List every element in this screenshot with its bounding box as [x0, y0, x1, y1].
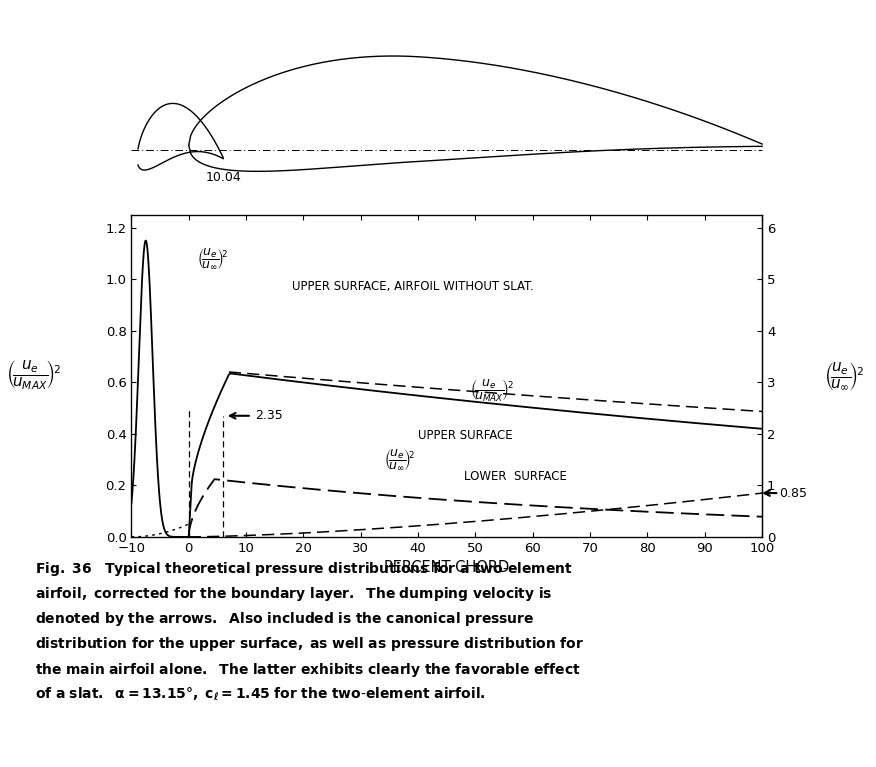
Text: 0.85: 0.85: [780, 486, 808, 499]
Text: $\left(\!\dfrac{u_e}{u_\infty}\!\right)^{\!2}$: $\left(\!\dfrac{u_e}{u_\infty}\!\right)^…: [824, 360, 864, 391]
Text: $\left(\!\dfrac{u_e}{u_\infty}\!\right)^{\!2}$: $\left(\!\dfrac{u_e}{u_\infty}\!\right)^…: [384, 447, 415, 472]
Text: LOWER  SURFACE: LOWER SURFACE: [464, 470, 567, 483]
Text: $\mathbf{Fig.\ 36}$$\mathbf{\ \ \ Typical\ theoretical\ pressure\ distributions\: $\mathbf{Fig.\ 36}$$\mathbf{\ \ \ Typica…: [35, 560, 584, 703]
Text: $\left(\!\dfrac{u_e}{u_{MAX}}\!\right)^{\!2}$: $\left(\!\dfrac{u_e}{u_{MAX}}\!\right)^{…: [6, 359, 61, 393]
Text: UPPER SURFACE: UPPER SURFACE: [418, 429, 512, 442]
X-axis label: PERCENT CHORD: PERCENT CHORD: [385, 561, 509, 575]
Text: $\left(\!\dfrac{u_e}{u_\infty}\!\right)^{\!2}$: $\left(\!\dfrac{u_e}{u_\infty}\!\right)^…: [197, 246, 229, 271]
Text: 2.35: 2.35: [255, 410, 282, 423]
Text: $\left(\!\dfrac{u_e}{u_{MAX}}\!\right)^{\!2}$: $\left(\!\dfrac{u_e}{u_{MAX}}\!\right)^{…: [470, 378, 513, 404]
Text: UPPER SURFACE, AIRFOIL WITHOUT SLAT.: UPPER SURFACE, AIRFOIL WITHOUT SLAT.: [292, 281, 533, 294]
Text: 10.04: 10.04: [205, 171, 241, 184]
